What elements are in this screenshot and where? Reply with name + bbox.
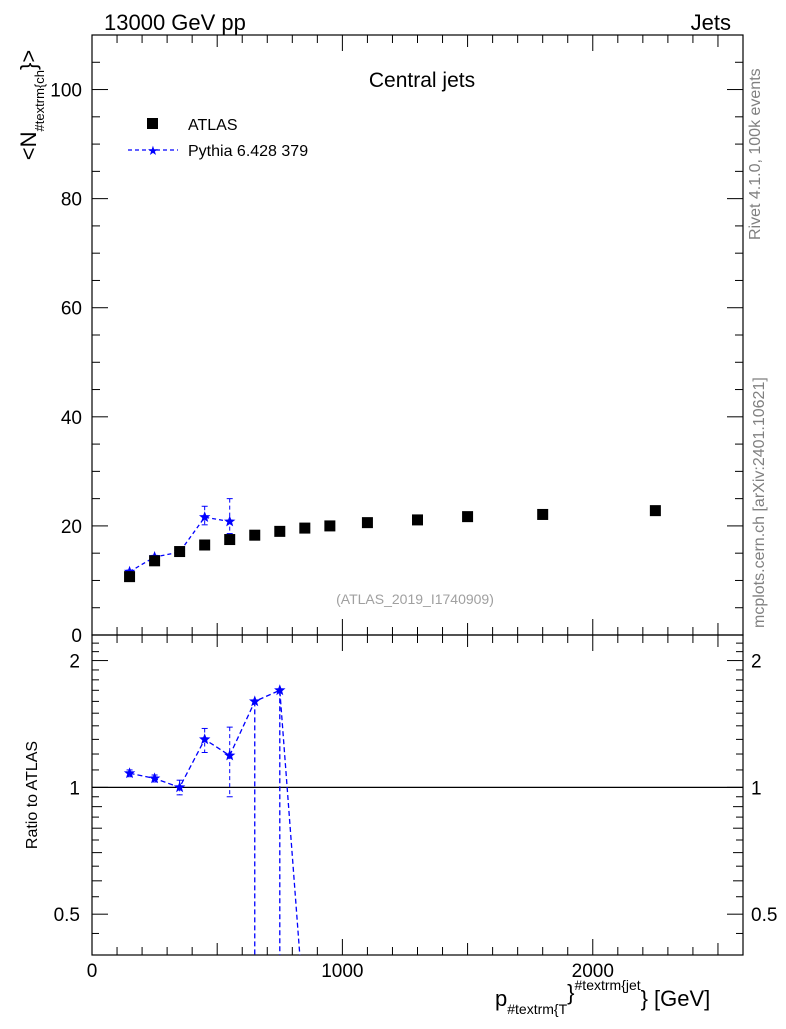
pythia-ratio-point xyxy=(224,749,236,761)
atlas-data-point xyxy=(299,522,311,534)
main-y-tick-label: 40 xyxy=(61,408,82,429)
atlas-data-point xyxy=(249,529,261,541)
analysis-id-label: (ATLAS_2019_I1740909) xyxy=(336,591,494,607)
x-ticks: 0 1000 2000 xyxy=(87,35,744,982)
legend-atlas-label: ATLAS xyxy=(188,117,238,134)
main-y-tick-label: 60 xyxy=(61,299,82,320)
atlas-data-point xyxy=(174,546,186,558)
mcplots-citation-label: mcplots.cern.ch [arXiv:2401.10621] xyxy=(751,377,768,628)
atlas-data-point xyxy=(224,534,236,546)
pythia-ratio-series xyxy=(123,684,301,956)
atlas-data-point xyxy=(462,511,474,523)
atlas-data-point xyxy=(324,520,336,532)
main-y-tick-label: 0 xyxy=(71,626,82,647)
rivet-version-label: Rivet 4.1.0, 100k events xyxy=(747,68,764,240)
pythia-main-line xyxy=(129,516,230,573)
chart-title: Central jets xyxy=(369,69,475,92)
legend-pythia-marker: ★ xyxy=(147,143,159,158)
main-y-axis-label: <N#textrm{ch}> xyxy=(16,50,47,160)
ratio-plot-frame xyxy=(91,634,744,956)
main-y-tick-label: 20 xyxy=(61,517,82,538)
pythia-ratio-point xyxy=(148,772,161,784)
ratio-y-ticks: 0.5 0.5 1 1 2 2 xyxy=(54,642,777,934)
ratio-y-axis-label: Ratio to ATLAS xyxy=(24,741,41,849)
pythia-ratio-point xyxy=(249,695,261,707)
atlas-data-point xyxy=(649,505,661,517)
atlas-data-point xyxy=(412,514,423,526)
pythia-ratio-line xyxy=(129,689,301,956)
x-axis-label: p#textrm{T}#textrm{jet} [GeV] xyxy=(495,977,710,1017)
ratio-y-tick-label: 2 xyxy=(69,652,80,673)
x-tick-label: 2000 xyxy=(572,961,614,982)
legend-pythia-label: Pythia 6.428 379 xyxy=(188,143,308,160)
header-category-label: Jets xyxy=(691,10,731,35)
atlas-main-series xyxy=(124,505,661,583)
legend: ATLAS ★ Pythia 6.428 379 xyxy=(128,117,308,160)
atlas-data-point xyxy=(124,571,136,583)
atlas-data-point xyxy=(149,555,161,567)
ratio-y-tick-label: 1 xyxy=(69,778,80,799)
x-tick-label: 1000 xyxy=(321,961,363,982)
ratio-y-tick-label-right: 2 xyxy=(751,652,762,673)
atlas-data-point xyxy=(199,539,211,551)
pythia-main-series xyxy=(123,498,236,577)
pythia-main-point xyxy=(224,515,236,527)
pythia-ratio-point xyxy=(123,767,136,779)
atlas-data-point xyxy=(537,508,549,520)
main-y-ticks: 0 20 40 60 80 100 xyxy=(50,34,743,647)
pythia-ratio-point xyxy=(274,684,286,696)
pythia-ratio-point xyxy=(199,733,211,745)
x-tick-label: 0 xyxy=(87,961,98,982)
pythia-main-point xyxy=(199,511,211,522)
header-energy-label: 13000 GeV pp xyxy=(104,10,246,35)
atlas-data-point xyxy=(274,525,286,537)
legend-atlas-marker xyxy=(147,118,158,129)
main-y-tick-label: 100 xyxy=(50,81,82,102)
pythia-ratio-point xyxy=(173,781,186,793)
ratio-y-tick-label: 0.5 xyxy=(54,905,80,926)
main-y-tick-label: 80 xyxy=(61,190,82,211)
ratio-y-tick-label-right: 0.5 xyxy=(751,905,777,926)
atlas-data-point xyxy=(361,517,373,529)
ratio-y-tick-label-right: 1 xyxy=(751,778,762,799)
